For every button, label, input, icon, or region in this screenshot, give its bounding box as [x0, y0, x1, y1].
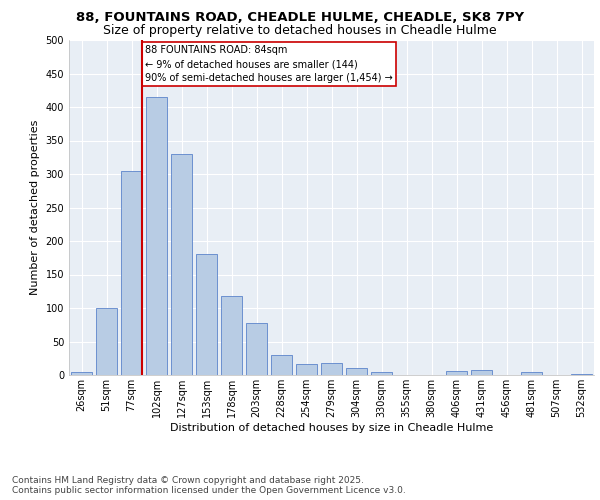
- Bar: [371, 372, 392, 375]
- Bar: [521, 372, 542, 375]
- Bar: [221, 296, 242, 375]
- Bar: [121, 170, 142, 375]
- Bar: [71, 372, 92, 375]
- Bar: [446, 371, 467, 375]
- Bar: [171, 154, 192, 375]
- Bar: [346, 368, 367, 375]
- Text: Size of property relative to detached houses in Cheadle Hulme: Size of property relative to detached ho…: [103, 24, 497, 37]
- Bar: [471, 370, 492, 375]
- Text: 88, FOUNTAINS ROAD, CHEADLE HULME, CHEADLE, SK8 7PY: 88, FOUNTAINS ROAD, CHEADLE HULME, CHEAD…: [76, 11, 524, 24]
- Text: Contains HM Land Registry data © Crown copyright and database right 2025.
Contai: Contains HM Land Registry data © Crown c…: [12, 476, 406, 495]
- Bar: [321, 363, 342, 375]
- Y-axis label: Number of detached properties: Number of detached properties: [30, 120, 40, 295]
- Text: 88 FOUNTAINS ROAD: 84sqm
← 9% of detached houses are smaller (144)
90% of semi-d: 88 FOUNTAINS ROAD: 84sqm ← 9% of detache…: [145, 46, 393, 84]
- Bar: [271, 355, 292, 375]
- X-axis label: Distribution of detached houses by size in Cheadle Hulme: Distribution of detached houses by size …: [170, 422, 493, 432]
- Bar: [296, 364, 317, 375]
- Bar: [571, 374, 592, 375]
- Bar: [246, 324, 267, 375]
- Bar: [96, 308, 117, 375]
- Bar: [146, 97, 167, 375]
- Bar: [196, 254, 217, 375]
